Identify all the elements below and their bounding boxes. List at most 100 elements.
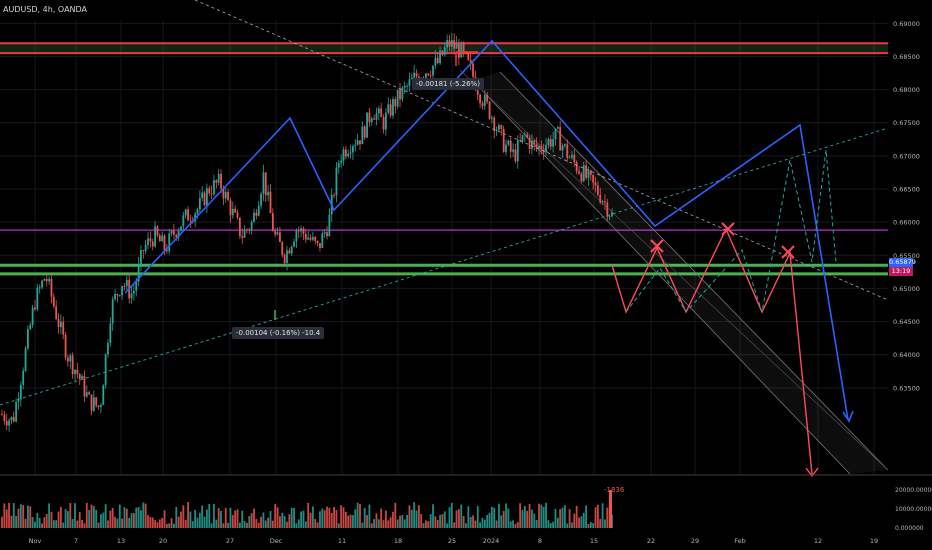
x-tick-label: 22 [647,537,655,545]
volume-bar [436,519,439,528]
candle-body [582,165,585,182]
volume-bar [48,503,51,528]
volume-bar [156,522,159,528]
volume-bar [69,503,72,528]
volume-bar [19,504,22,528]
candle-body [1,414,3,416]
candle-body [589,170,592,175]
candle-body [394,99,397,107]
candle-body [462,43,465,52]
candle-body [196,209,199,214]
candle-body [342,149,345,161]
candle-body [147,238,149,246]
volume-bar [264,520,267,528]
volume-bar [545,502,547,528]
volume-bar [500,515,503,528]
volume-bar [450,502,453,528]
volume-bar [107,520,109,528]
volume-bar [36,512,39,528]
candle-body [22,370,25,385]
volume-bar [578,517,580,528]
candle-body [229,200,232,216]
candle-body [250,221,253,230]
candle-body [109,323,112,343]
volume-bar [274,504,277,528]
volume-bar [151,517,154,528]
descending-channel [459,69,889,475]
x-mark-0-b [650,239,664,253]
candle-body [173,230,175,235]
candle-body [97,405,100,408]
volume-bar [460,504,463,528]
candle-body [248,229,251,231]
volume-bar [109,510,112,528]
volume-bar [45,514,48,528]
candle-body [359,140,361,145]
candle-body [410,77,413,80]
candle-body [606,202,609,217]
volume-bar [118,504,121,528]
candle-body [309,237,312,240]
x-tick-label: 11 [338,537,346,545]
candle-body [396,89,399,107]
candle-body [69,355,72,362]
volume-bar [12,503,15,528]
channel-fill [472,72,888,474]
candle-body [165,249,168,252]
candle-body [198,197,201,210]
candle-body [377,108,380,114]
volume-bar [505,503,507,528]
candle-body [425,73,427,79]
volume-bar [85,502,88,528]
y-tick-label: 0.63500 [893,384,920,392]
candle-body [62,321,65,335]
volume-bar [168,523,171,528]
volume-bar [507,508,510,528]
candle-body [184,209,187,216]
candle-body [5,420,8,426]
volume-bar [443,511,446,528]
candle-body [361,126,364,145]
volume-bar [354,509,357,528]
x-tick-label: Nov [29,537,42,545]
volume-bar [29,506,32,528]
volume-bar [55,520,58,528]
candle-body [267,191,270,196]
volume-bar [323,510,326,528]
x-tick-label: 25 [448,537,456,545]
candle-body [81,376,83,379]
volume-bar [526,510,529,528]
volume-bar [137,507,140,528]
x-tick-label: 2024 [483,537,500,545]
volume-bar [535,519,538,528]
candle-body [279,232,281,243]
volume-bar [528,503,531,528]
x-mark-2-b [781,245,795,259]
candle-body [561,145,564,151]
candle-body [314,236,317,241]
candle-body [182,215,185,227]
candle-body [512,149,514,152]
candle-body [476,89,479,95]
volume-bar [279,516,281,528]
volume-bar [333,506,335,528]
volume-bar [335,509,338,528]
candle-body [92,397,95,411]
volume-bar [88,509,91,528]
candle-body [354,144,357,147]
candle-body [481,103,484,106]
volume-bar [8,502,10,528]
candle-body [52,296,55,307]
volume-bar [363,508,366,528]
volume-bar [599,518,602,528]
volume-bar [71,518,74,528]
volume-bar [476,506,479,528]
volume-bar [455,510,458,528]
volume-bar [191,521,194,528]
candle-body [483,94,486,106]
volume-bar [479,522,482,528]
x-tick-label: 12 [814,537,822,545]
volume-bar [255,519,258,528]
volume-bar [286,521,288,528]
